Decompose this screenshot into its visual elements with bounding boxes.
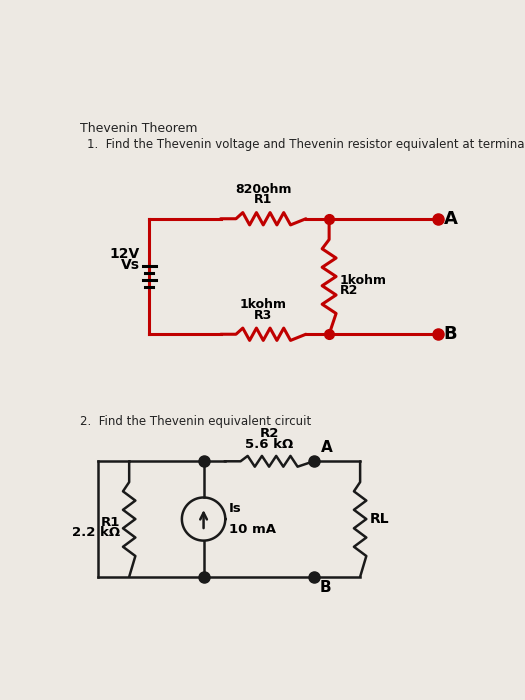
Text: R3: R3 [254, 309, 272, 322]
Text: 820ohm: 820ohm [235, 183, 291, 195]
Text: B: B [320, 580, 331, 595]
Text: 1.  Find the Thevenin voltage and Thevenin resistor equivalent at terminals A to: 1. Find the Thevenin voltage and Theveni… [87, 138, 525, 151]
Text: R1: R1 [254, 193, 272, 206]
Text: Vs: Vs [121, 258, 140, 272]
Text: R2: R2 [259, 427, 279, 440]
Text: Is: Is [229, 502, 242, 515]
Text: 2.2 kΩ: 2.2 kΩ [72, 526, 120, 540]
Text: R2: R2 [340, 284, 359, 297]
Text: R1: R1 [100, 517, 120, 529]
Text: A: A [321, 440, 333, 455]
Text: 2.  Find the Thevenin equivalent circuit: 2. Find the Thevenin equivalent circuit [80, 415, 311, 428]
Text: 1kohm: 1kohm [240, 298, 287, 311]
Text: RL: RL [370, 512, 389, 526]
Text: 5.6 kΩ: 5.6 kΩ [245, 438, 293, 451]
Text: 1kohm: 1kohm [340, 274, 387, 287]
Text: A: A [444, 210, 458, 228]
Text: B: B [444, 326, 457, 343]
Text: Thevenin Theorem: Thevenin Theorem [80, 122, 197, 136]
Text: 12V: 12V [110, 247, 140, 261]
Text: 10 mA: 10 mA [229, 523, 276, 536]
